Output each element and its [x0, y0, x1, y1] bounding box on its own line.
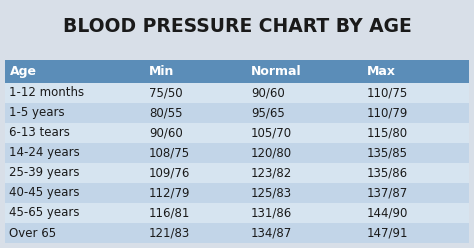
- Bar: [246, 143, 363, 163]
- Text: 1-5 years: 1-5 years: [9, 106, 65, 119]
- Bar: [144, 223, 246, 243]
- Text: 108/75: 108/75: [149, 146, 190, 159]
- Text: Min: Min: [149, 64, 174, 78]
- Text: 1-12 months: 1-12 months: [9, 86, 84, 99]
- Text: 131/86: 131/86: [251, 206, 292, 219]
- Bar: [5, 83, 144, 103]
- Bar: [363, 163, 469, 183]
- Bar: [246, 223, 363, 243]
- Bar: [144, 123, 246, 143]
- Text: 135/86: 135/86: [367, 166, 408, 179]
- Bar: [5, 223, 144, 243]
- Bar: [363, 143, 469, 163]
- Bar: [246, 83, 363, 103]
- Text: Over 65: Over 65: [9, 226, 56, 240]
- Text: 90/60: 90/60: [251, 86, 285, 99]
- Bar: [5, 103, 144, 123]
- Text: 123/82: 123/82: [251, 166, 292, 179]
- Text: 135/85: 135/85: [367, 146, 408, 159]
- Text: 121/83: 121/83: [149, 226, 190, 240]
- Text: 112/79: 112/79: [149, 186, 191, 199]
- Text: 147/91: 147/91: [367, 226, 409, 240]
- Bar: [363, 103, 469, 123]
- Bar: [363, 123, 469, 143]
- Text: 134/87: 134/87: [251, 226, 292, 240]
- Bar: [246, 60, 363, 83]
- Text: 25-39 years: 25-39 years: [9, 166, 80, 179]
- Text: 90/60: 90/60: [149, 126, 182, 139]
- Bar: [363, 223, 469, 243]
- Bar: [5, 123, 144, 143]
- Bar: [144, 163, 246, 183]
- Bar: [144, 60, 246, 83]
- Text: 120/80: 120/80: [251, 146, 292, 159]
- Bar: [144, 183, 246, 203]
- Bar: [246, 163, 363, 183]
- Bar: [144, 83, 246, 103]
- Text: 105/70: 105/70: [251, 126, 292, 139]
- Bar: [246, 103, 363, 123]
- Text: 40-45 years: 40-45 years: [9, 186, 80, 199]
- Text: Age: Age: [9, 64, 36, 78]
- Text: 6-13 tears: 6-13 tears: [9, 126, 70, 139]
- Bar: [5, 163, 144, 183]
- Text: 45-65 years: 45-65 years: [9, 206, 80, 219]
- Text: Normal: Normal: [251, 64, 301, 78]
- Bar: [5, 60, 144, 83]
- Bar: [144, 143, 246, 163]
- Bar: [5, 203, 144, 223]
- Bar: [363, 203, 469, 223]
- Text: 75/50: 75/50: [149, 86, 182, 99]
- Bar: [144, 203, 246, 223]
- Bar: [5, 183, 144, 203]
- Bar: [363, 183, 469, 203]
- Text: 137/87: 137/87: [367, 186, 409, 199]
- Bar: [246, 203, 363, 223]
- Text: 144/90: 144/90: [367, 206, 409, 219]
- Text: BLOOD PRESSURE CHART BY AGE: BLOOD PRESSURE CHART BY AGE: [63, 17, 411, 35]
- Text: 116/81: 116/81: [149, 206, 190, 219]
- Bar: [246, 123, 363, 143]
- Text: 115/80: 115/80: [367, 126, 408, 139]
- Bar: [5, 143, 144, 163]
- Bar: [363, 60, 469, 83]
- Text: 14-24 years: 14-24 years: [9, 146, 80, 159]
- Text: 110/75: 110/75: [367, 86, 409, 99]
- Text: 80/55: 80/55: [149, 106, 182, 119]
- Text: 109/76: 109/76: [149, 166, 190, 179]
- Bar: [144, 103, 246, 123]
- Bar: [246, 183, 363, 203]
- Bar: [363, 83, 469, 103]
- Text: 110/79: 110/79: [367, 106, 409, 119]
- Text: 125/83: 125/83: [251, 186, 292, 199]
- Text: 95/65: 95/65: [251, 106, 285, 119]
- Text: Max: Max: [367, 64, 396, 78]
